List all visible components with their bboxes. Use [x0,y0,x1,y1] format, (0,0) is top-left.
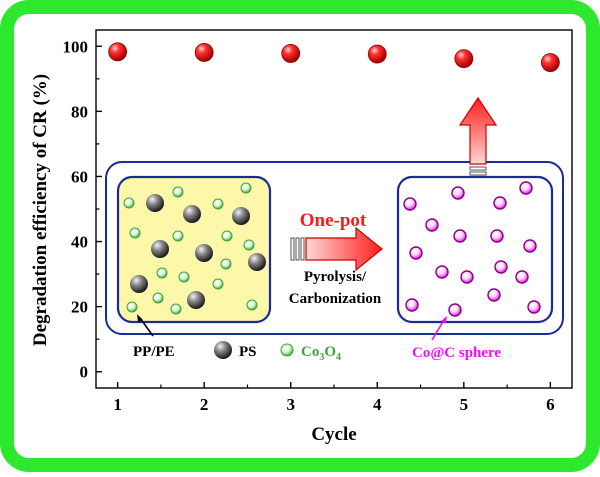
data-point-cycle-1 [108,42,128,62]
one-pot-label: One-pot [300,210,367,231]
data-point-cycle-2 [194,43,214,62]
y-tick-label: 20 [71,298,88,317]
x-tick-label: 1 [113,395,122,414]
process-label-line2: Carbonization [289,291,382,307]
legend-ps: PS [239,344,257,360]
y-axis: 0 20 40 60 80 100 [63,37,102,382]
product-box [396,175,554,324]
legend-co3o4-sub2: 4 [336,352,341,363]
x-axis: 1 2 3 4 5 6 [113,382,555,414]
x-tick-label: 6 [546,395,555,414]
data-point-cycle-4 [367,44,387,64]
x-tick-label: 2 [200,395,209,414]
legend-co3o4-sub1: 3 [319,352,324,363]
ps-spheres [130,194,266,309]
legend-ps-icon [214,341,232,359]
data-points [108,42,560,72]
upward-arrow [458,96,498,176]
synthesis-inset: One-pot Pyrolysis/ Carbonization PP/PE P… [105,96,564,363]
precursor-box [116,175,272,324]
legend-co3o4-icon [280,343,294,357]
pointer-arrow-coc [431,319,445,341]
y-tick-label: 0 [80,363,89,382]
process-label-line1: Pyrolysis/ [304,269,367,285]
x-axis-label: Cycle [311,424,356,445]
legend-co3o4-o: O [324,344,336,360]
pointer-arrow-ppe [139,317,154,337]
data-point-cycle-6 [540,53,560,72]
x-tick-label: 4 [373,395,382,414]
coc-spheres [403,181,541,317]
data-point-cycle-3 [281,44,301,63]
data-point-cycle-5 [454,49,474,69]
legend-co3o4: Co3O4 [301,344,341,363]
x-tick-label: 5 [460,395,469,414]
y-tick-label: 100 [63,37,89,56]
product-label: Co@C sphere [412,345,501,361]
co3o4-particles [123,182,258,315]
legend-co3o4-co: Co [301,344,319,360]
y-axis-label: Degradation efficiency of CR (%) [30,74,51,346]
legend-ppe: PP/PE [133,344,175,360]
one-pot-arrow [290,226,383,272]
y-tick-label: 80 [71,102,88,121]
y-tick-label: 60 [71,167,88,186]
y-tick-label: 40 [71,233,88,252]
x-tick-label: 3 [286,395,295,414]
